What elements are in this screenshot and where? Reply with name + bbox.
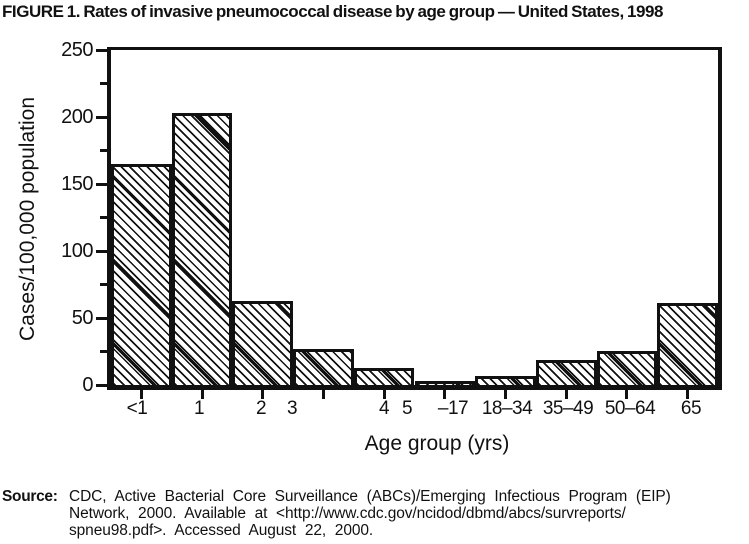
bar-1	[171, 113, 233, 385]
y-axis-title: Cases/100,000 population	[16, 96, 39, 342]
x-tick	[200, 390, 204, 399]
x-tick	[564, 390, 568, 399]
figure-title: FIGURE 1. Rates of invasive pneumococcal…	[2, 2, 664, 21]
source-line: CDC, Active Bacterial Core Surveillance …	[69, 488, 671, 505]
y-minor-tick	[100, 350, 107, 353]
x-tick-label: 35–49	[542, 398, 594, 419]
bar-35–49	[535, 360, 597, 385]
x-tick	[382, 390, 386, 399]
y-minor-tick	[100, 283, 107, 286]
y-minor-tick	[100, 82, 107, 85]
y-tick-label: 50	[71, 307, 94, 329]
y-minor-tick	[100, 216, 107, 219]
y-major-tick	[96, 383, 107, 387]
x-tick-label: 3	[286, 398, 298, 419]
bar-65	[657, 303, 718, 385]
x-tick-label: 4	[378, 398, 390, 419]
x-tick	[321, 390, 325, 399]
x-tick-label: 50–64	[604, 398, 656, 419]
x-tick	[625, 390, 629, 399]
bar-18–34	[475, 376, 536, 385]
x-tick-label: 2	[255, 398, 267, 419]
y-major-tick	[96, 115, 107, 119]
x-axis-title: Age group (yrs)	[364, 432, 510, 455]
bar-5–17	[414, 381, 476, 385]
y-tick-label: 100	[61, 240, 93, 262]
source-label: Source:	[2, 488, 58, 505]
y-major-tick	[96, 316, 107, 320]
x-tick-label: 18–34	[481, 398, 533, 419]
x-tick	[504, 390, 508, 399]
bars-layer	[111, 50, 718, 385]
y-minor-tick	[100, 149, 107, 152]
plot-area	[107, 47, 722, 390]
x-tick-label: 5	[401, 398, 413, 419]
bar-2	[232, 301, 294, 385]
x-tick-label: 1	[193, 398, 205, 419]
y-tick-label: 250	[61, 39, 93, 61]
source-line: spneu98.pdf>. Accessed August 22, 2000.	[69, 522, 374, 540]
y-tick-label: 200	[61, 106, 93, 128]
y-tick-label: 150	[61, 173, 93, 195]
x-tick	[139, 390, 143, 399]
x-tick-label: 65	[680, 398, 702, 419]
x-tick-label: –17	[437, 398, 469, 419]
bar-50–64	[596, 351, 658, 385]
bar-4	[353, 368, 415, 385]
x-tick	[261, 390, 265, 399]
y-tick-label: 0	[82, 374, 93, 396]
y-major-tick	[96, 48, 107, 52]
x-tick	[443, 390, 447, 399]
x-tick-label: <1	[126, 398, 148, 419]
source-line: Network, 2000. Available at <http://www.…	[69, 505, 626, 523]
source-text: CDC, Active Bacterial Core Surveillance …	[69, 488, 748, 540]
y-major-tick	[96, 182, 107, 186]
x-tick	[686, 390, 690, 399]
y-major-tick	[96, 249, 107, 253]
bar-<1	[111, 164, 172, 385]
bar-3	[293, 349, 354, 385]
